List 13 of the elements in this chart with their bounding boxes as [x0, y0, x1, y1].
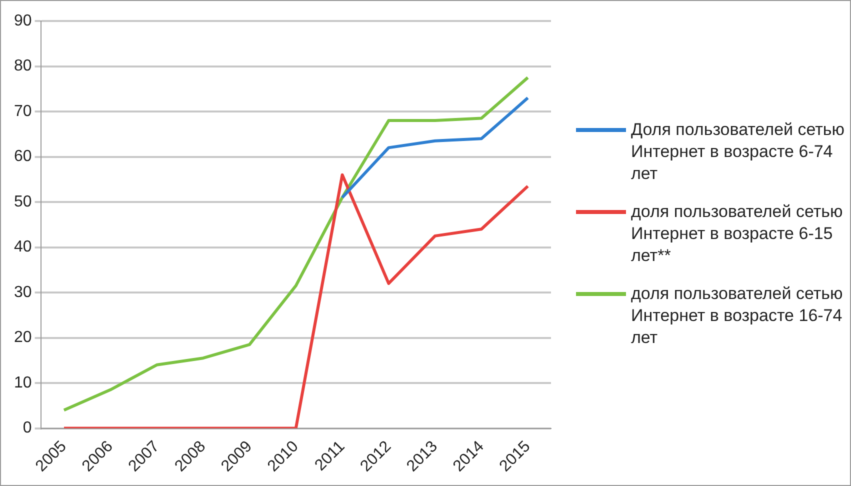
y-tick-label: 70 [14, 102, 32, 120]
y-tick-label: 50 [14, 193, 32, 210]
legend-label: доля пользователей сетью Интернет в возрасте 16-74 лет [631, 284, 843, 347]
y-tick-label: 20 [14, 329, 32, 346]
legend-label: доля пользователей сетью Интернет в возрасте 6-15 лет** [631, 202, 843, 265]
y-tick-label: 90 [14, 12, 32, 30]
y-tick-label: 60 [14, 148, 32, 166]
y-tick-label: 30 [14, 284, 32, 301]
legend-label: Доля пользователей сетью Интернет в возрасте 6-74 лет [631, 120, 845, 183]
y-tick-label: 10 [14, 374, 32, 392]
y-tick-label: 0 [22, 420, 32, 437]
y-tick-label: 80 [14, 58, 32, 75]
y-tick-label: 40 [14, 238, 32, 256]
